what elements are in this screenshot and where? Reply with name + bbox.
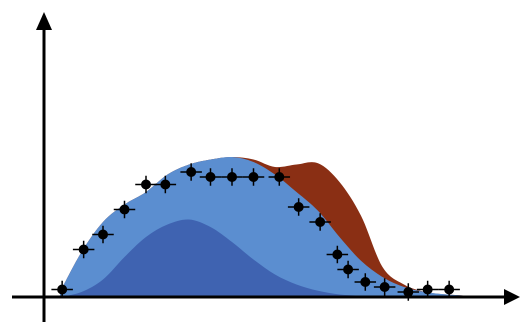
- data-point-marker: [332, 249, 343, 260]
- data-point: [92, 225, 114, 244]
- data-point: [397, 283, 420, 301]
- data-point-marker: [160, 179, 171, 190]
- data-point: [221, 168, 243, 186]
- data-point: [180, 163, 202, 181]
- data-point-marker: [274, 172, 285, 182]
- data-point-marker: [78, 244, 89, 255]
- data-point: [416, 280, 439, 299]
- data-point-marker: [379, 282, 390, 292]
- data-point: [51, 280, 73, 299]
- data-point-marker: [57, 284, 68, 295]
- data-point: [354, 273, 377, 291]
- data-point-marker: [293, 202, 304, 212]
- data-point-marker: [119, 204, 130, 215]
- x-axis-arrow: [504, 289, 520, 305]
- data-point: [242, 168, 265, 186]
- area-dark-blue: [60, 219, 490, 298]
- data-point: [309, 213, 331, 231]
- y-axis-arrow: [36, 12, 52, 30]
- data-point: [438, 280, 460, 299]
- data-point-marker: [248, 172, 259, 182]
- data-point: [287, 198, 310, 216]
- data-point-marker: [141, 179, 151, 190]
- data-point-marker: [444, 284, 455, 295]
- data-point: [135, 175, 157, 194]
- data-point-marker: [403, 287, 414, 297]
- data-point: [268, 168, 291, 186]
- data-point: [326, 245, 349, 264]
- data-point-marker: [205, 172, 216, 182]
- data-point-marker: [186, 167, 197, 177]
- data-point-marker: [360, 277, 371, 287]
- data-point-marker: [422, 284, 433, 295]
- data-point: [373, 278, 396, 296]
- data-point: [337, 260, 359, 279]
- areas-layer: [60, 156, 490, 298]
- data-point-marker: [343, 264, 354, 275]
- data-point: [72, 240, 95, 259]
- data-point: [154, 175, 177, 194]
- data-point-marker: [98, 229, 108, 240]
- data-point: [113, 200, 136, 219]
- data-point-marker: [227, 172, 237, 182]
- data-point-marker: [315, 217, 326, 227]
- data-point: [199, 168, 222, 186]
- points-layer: [51, 163, 460, 301]
